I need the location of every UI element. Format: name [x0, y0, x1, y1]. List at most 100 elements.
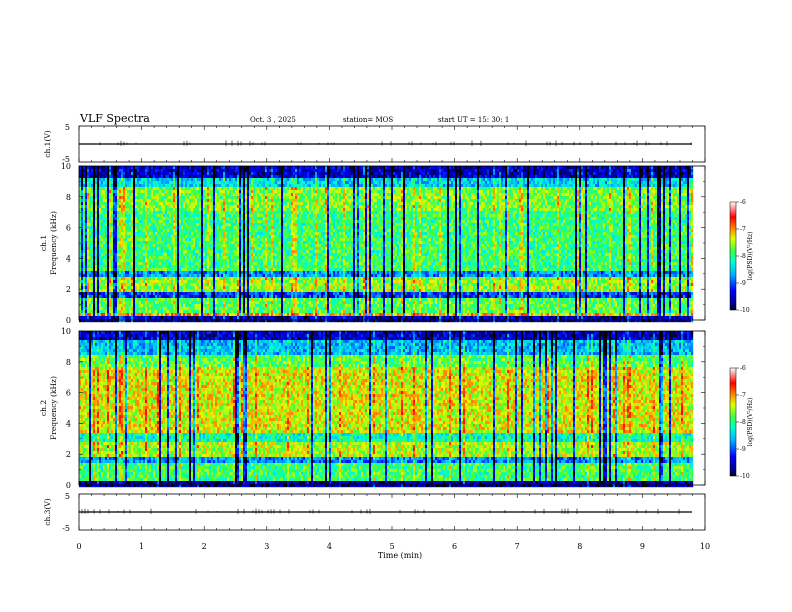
spectrogram-cell — [119, 316, 121, 319]
spectrogram-cell — [91, 289, 93, 292]
spectrogram-cell — [115, 307, 117, 310]
spectrogram-cell — [91, 283, 93, 286]
spectrogram-cell — [95, 169, 97, 172]
spectrogram-cell — [81, 223, 83, 226]
spectrogram-cell — [93, 259, 95, 262]
spectrogram-cell — [105, 241, 107, 244]
spectrogram-cell — [87, 223, 89, 226]
spectrogram-cell — [85, 196, 87, 199]
spectrogram-cell — [81, 211, 83, 214]
spectrogram-cell — [101, 310, 103, 313]
spectrogram-cell — [105, 268, 107, 271]
spectrogram-cell — [99, 250, 101, 253]
spectrogram-cell — [97, 286, 99, 289]
spectrogram-cell — [111, 304, 113, 307]
spectrogram-cell — [123, 286, 125, 289]
spectrogram-cell — [109, 241, 111, 244]
spectrogram-cell — [89, 229, 91, 232]
spectrogram-cell — [93, 301, 95, 304]
spectrogram-cell — [103, 226, 105, 229]
spectrogram-cell — [123, 277, 125, 280]
spectrogram-cell — [111, 277, 113, 280]
spectrogram-cell — [123, 274, 125, 277]
spectrogram-cell — [109, 232, 111, 235]
spectrogram-cell — [109, 319, 111, 322]
spectrogram-cell — [115, 169, 117, 172]
spectrogram-cell — [83, 307, 85, 310]
spectrogram-cell — [105, 217, 107, 220]
spectrogram-cell — [99, 247, 101, 250]
spectrogram-cell — [125, 271, 127, 274]
spectrogram-cell — [111, 190, 113, 193]
spectrogram-cell — [99, 286, 101, 289]
spectrogram-cell — [105, 247, 107, 250]
spectrogram-cell — [119, 205, 121, 208]
spectrogram-cell — [105, 289, 107, 292]
spectrogram-cell — [125, 286, 127, 289]
spectrogram-cell — [113, 268, 115, 271]
spectrogram-cell — [85, 277, 87, 280]
spectrogram-cell — [125, 274, 127, 277]
spectrogram-cell — [105, 319, 107, 322]
spectrogram-cell — [109, 172, 111, 175]
spectrogram-cell — [125, 250, 127, 253]
spectrogram-cell — [123, 289, 125, 292]
spectrogram-cell — [113, 244, 115, 247]
spectrogram-cell — [87, 193, 89, 196]
spectrogram-cell — [113, 184, 115, 187]
spectrogram-cell — [119, 229, 121, 232]
spectrogram-cell — [107, 184, 109, 187]
spectrogram-cell — [81, 196, 83, 199]
spectrogram-cell — [111, 292, 113, 295]
spectrogram-cell — [89, 295, 91, 298]
spectrogram-cell — [115, 298, 117, 301]
spectrogram-cell — [87, 253, 89, 256]
spectrogram-cell — [117, 211, 119, 214]
spectrogram-cell — [109, 247, 111, 250]
spectrogram-cell — [117, 184, 119, 187]
spectrogram-cell — [103, 283, 105, 286]
spectrogram-cell — [119, 187, 121, 190]
spectrogram-cell — [83, 181, 85, 184]
spectrogram-cell — [95, 298, 97, 301]
spectrogram-cell — [119, 307, 121, 310]
spectrogram-cell — [103, 238, 105, 241]
spectrogram-cell — [101, 295, 103, 298]
spectrogram-cell — [117, 286, 119, 289]
spectrogram-cell — [113, 178, 115, 181]
spectrogram-cell — [91, 307, 93, 310]
spectrogram-cell — [113, 247, 115, 250]
spectrogram-cell — [121, 250, 123, 253]
spectrogram-cell — [125, 253, 127, 256]
spectrogram-cell — [115, 247, 117, 250]
spectrogram-cell — [91, 268, 93, 271]
spectrogram-cell — [83, 208, 85, 211]
spectrogram-cell — [91, 313, 93, 316]
spectrogram-cell — [125, 217, 127, 220]
spectrogram-cell — [93, 172, 95, 175]
spectrogram-cell — [113, 295, 115, 298]
spectrogram-cell — [87, 235, 89, 238]
spectrogram-cell — [109, 220, 111, 223]
spectrogram-cell — [81, 235, 83, 238]
spectrogram-cell — [89, 298, 91, 301]
spectrogram-cell — [101, 256, 103, 259]
spectrogram-cell — [87, 175, 89, 178]
spectrogram-cell — [121, 307, 123, 310]
spectrogram-cell — [125, 220, 127, 223]
spectrogram-cell — [115, 241, 117, 244]
spectrogram-cell — [121, 232, 123, 235]
spectrogram-cell — [91, 214, 93, 217]
spectrogram-cell — [109, 190, 111, 193]
spectrogram-cell — [83, 289, 85, 292]
spectrogram-cell — [93, 169, 95, 172]
spectrogram-cell — [107, 190, 109, 193]
spectrogram-cell — [103, 235, 105, 238]
spectrogram-cell — [99, 181, 101, 184]
spectrogram-cell — [115, 277, 117, 280]
spectrogram-cell — [107, 193, 109, 196]
spectrogram-cell — [111, 301, 113, 304]
spectrogram-cell — [111, 211, 113, 214]
spectrogram-cell — [103, 304, 105, 307]
spectrogram-cell — [109, 265, 111, 268]
